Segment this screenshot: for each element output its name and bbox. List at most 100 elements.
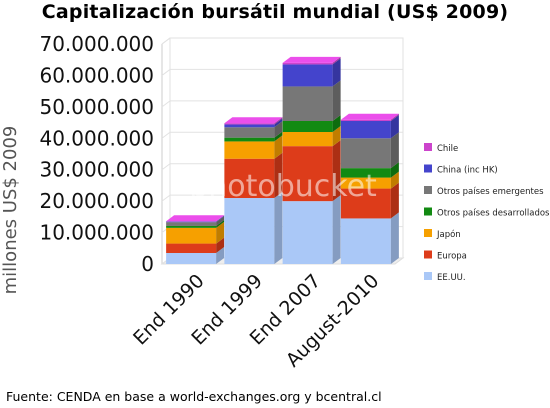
legend-swatch bbox=[424, 143, 432, 151]
bar-side bbox=[274, 118, 283, 128]
bar-side bbox=[274, 152, 283, 198]
gridline-depth bbox=[161, 194, 171, 202]
gridline-depth bbox=[161, 37, 171, 45]
bar-top bbox=[282, 56, 341, 63]
bar-front bbox=[282, 64, 333, 87]
legend-item: Japón bbox=[424, 229, 461, 240]
bar-front bbox=[224, 141, 275, 159]
legend-item: EE.UU. bbox=[424, 272, 466, 283]
legend: Chile China (inc HK) Otros países emergent… bbox=[424, 143, 550, 283]
bar-front bbox=[340, 121, 391, 139]
legend-label: EE.UU. bbox=[437, 273, 466, 283]
bar-top bbox=[224, 117, 283, 124]
legend-item: Europa bbox=[424, 250, 467, 262]
bar-front bbox=[282, 62, 333, 65]
bar-front bbox=[282, 146, 333, 202]
legend-item: China (inc HK) bbox=[424, 164, 498, 176]
bar-front bbox=[166, 222, 217, 226]
bar-front bbox=[282, 121, 333, 132]
legend-label: Otros países emergentes bbox=[437, 187, 544, 197]
bar-front bbox=[224, 127, 275, 138]
bar-segment bbox=[224, 152, 283, 198]
bar-side bbox=[390, 171, 399, 189]
bar-front bbox=[224, 123, 275, 125]
y-tick-label: 0 bbox=[141, 252, 154, 276]
bar-front bbox=[166, 225, 217, 228]
bar-segment bbox=[282, 56, 341, 65]
bar-front bbox=[224, 198, 275, 264]
bar-segment bbox=[340, 132, 399, 169]
bar-side bbox=[332, 115, 341, 132]
bar-side bbox=[274, 192, 283, 264]
y-tick-label: 10.000.000 bbox=[39, 221, 154, 245]
legend-item: Otros países emergentes bbox=[424, 186, 544, 197]
bar-segment bbox=[282, 140, 341, 202]
bar-side bbox=[332, 80, 341, 121]
gridline-depth bbox=[161, 163, 171, 171]
bar-front bbox=[340, 119, 391, 121]
bar-top bbox=[166, 215, 225, 222]
bar-side bbox=[274, 131, 283, 142]
bar-segment bbox=[282, 58, 341, 87]
bar-segment bbox=[166, 216, 225, 226]
legend-label: China (inc HK) bbox=[437, 166, 498, 176]
bar-front bbox=[224, 124, 275, 128]
bar-side bbox=[216, 237, 225, 253]
legend-swatch bbox=[424, 186, 432, 194]
chart-title: Capitalización bursátil mundial (US$ 200… bbox=[41, 1, 509, 23]
bar-front bbox=[340, 218, 391, 264]
bar-side bbox=[216, 247, 225, 264]
bar-front bbox=[166, 227, 217, 244]
bar-front bbox=[166, 221, 217, 223]
gridline-depth bbox=[161, 100, 171, 108]
bar-segment bbox=[340, 212, 399, 264]
bar-segment bbox=[282, 80, 341, 121]
bar-segment bbox=[224, 118, 283, 128]
bar-side bbox=[332, 126, 341, 147]
bar-side bbox=[216, 215, 225, 223]
legend-label: Otros países desarrollados bbox=[437, 209, 550, 219]
legend-swatch bbox=[424, 207, 432, 216]
bar-side bbox=[274, 117, 283, 125]
y-tick-label: 40.000.000 bbox=[39, 126, 154, 150]
bar-side bbox=[390, 212, 399, 264]
bar-segment bbox=[166, 247, 225, 264]
bar-side bbox=[332, 140, 341, 202]
bar-segment bbox=[166, 215, 225, 223]
bar-side bbox=[332, 56, 341, 65]
bar-front bbox=[340, 168, 391, 178]
watermark-text: photobucket bbox=[189, 169, 377, 204]
bar-side bbox=[390, 113, 399, 121]
y-tick-label: 20.000.000 bbox=[39, 189, 154, 213]
bar-side bbox=[216, 216, 225, 226]
bar-front bbox=[166, 253, 217, 264]
bar-front bbox=[340, 188, 391, 219]
bar-side bbox=[216, 221, 225, 244]
bar-layer bbox=[166, 56, 399, 264]
bar-front bbox=[282, 201, 333, 264]
legend-label: Chile bbox=[437, 144, 458, 154]
legend-swatch bbox=[424, 164, 432, 173]
bar-segment bbox=[166, 215, 225, 222]
bar-side bbox=[390, 132, 399, 169]
bar-side bbox=[274, 121, 283, 138]
legend-item: Otros países desarrollados bbox=[424, 207, 550, 219]
bar-segment bbox=[166, 237, 225, 253]
bar-front bbox=[282, 132, 333, 147]
bar-side bbox=[390, 162, 399, 178]
y-tick-label: 50.000.000 bbox=[39, 95, 154, 119]
bar-side bbox=[216, 219, 225, 228]
bar-segment bbox=[166, 221, 225, 244]
bar-side bbox=[332, 58, 341, 87]
bar-top bbox=[340, 113, 399, 120]
bar-segment bbox=[282, 126, 341, 147]
bar-side bbox=[390, 115, 399, 139]
bar-front bbox=[224, 158, 275, 198]
gridline-depth bbox=[161, 69, 171, 76]
bar-side bbox=[390, 182, 399, 219]
legend-swatch bbox=[424, 272, 432, 280]
bar-segment bbox=[340, 171, 399, 189]
bar-segment bbox=[282, 195, 341, 264]
y-axis-label: millones US$ 2009 bbox=[0, 126, 21, 295]
